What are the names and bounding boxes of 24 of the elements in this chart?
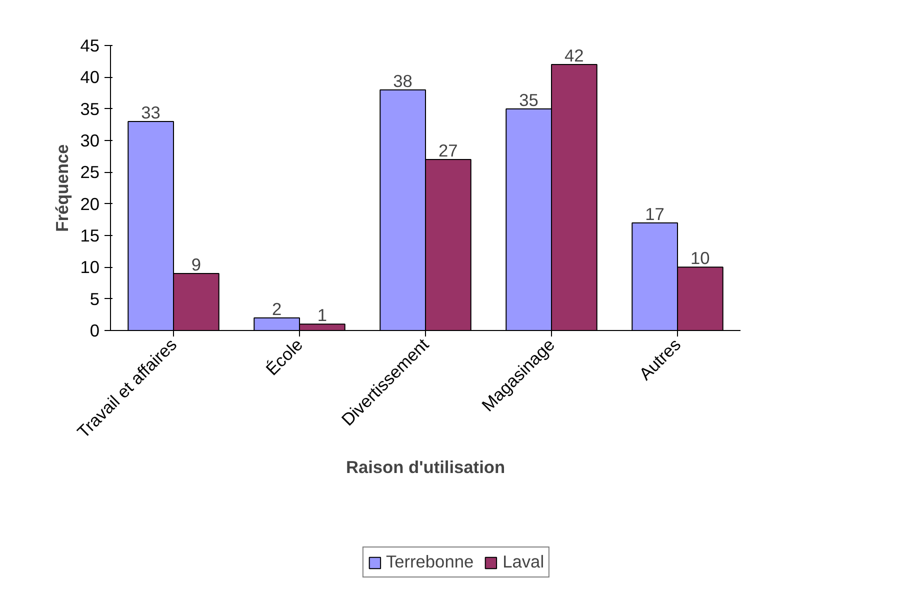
data-label: 33: [141, 102, 160, 122]
y-tick-label: 10: [80, 257, 100, 278]
y-tick-label: 30: [80, 130, 100, 150]
y-tick-label: 25: [80, 162, 100, 182]
legend-label: Terrebonne: [386, 552, 474, 572]
data-label: 9: [191, 254, 201, 274]
y-tick-label: 0: [90, 320, 100, 340]
data-label: 35: [519, 90, 538, 110]
y-tick-label: 20: [80, 194, 100, 214]
y-tick-label: 40: [80, 67, 100, 88]
legend-label: Laval: [502, 552, 544, 572]
y-tick-label: 45: [80, 36, 100, 56]
y-axis-title: Fréquence: [52, 144, 72, 232]
x-axis-title: Raison d'utilisation: [346, 456, 506, 477]
y-tick-label: 5: [90, 288, 100, 309]
y-tick-label: 35: [80, 98, 100, 119]
data-label: 10: [690, 248, 710, 268]
data-label: 1: [317, 305, 327, 326]
data-label: 17: [645, 204, 664, 224]
data-label: 38: [393, 70, 412, 91]
data-label: 27: [438, 140, 458, 160]
data-label: 2: [272, 298, 282, 319]
data-label: 42: [564, 46, 584, 66]
y-tick-label: 15: [80, 226, 100, 246]
